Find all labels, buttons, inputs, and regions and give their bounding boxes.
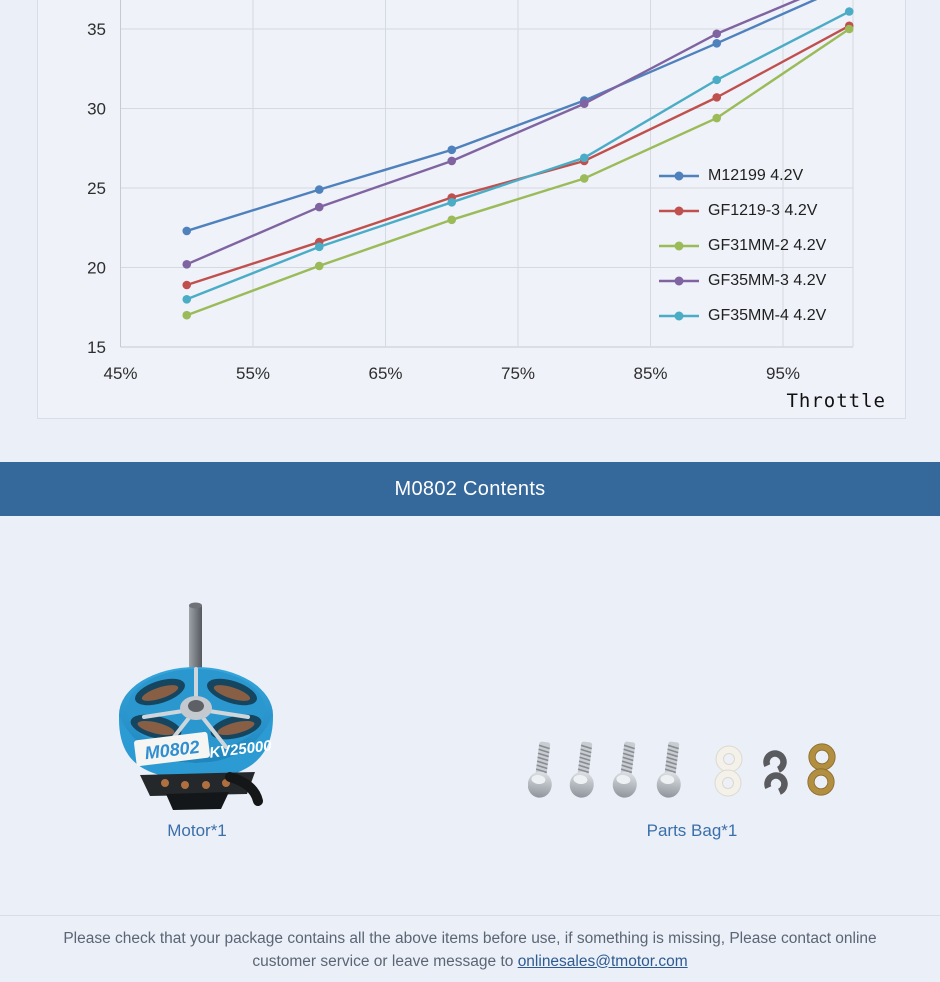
data-point [314, 185, 324, 194]
screws [528, 739, 687, 800]
series-line [186, 10, 850, 301]
y-tick-label: 15 [87, 338, 106, 357]
x-tick-label: 75% [501, 364, 535, 383]
section-banner: M0802 Contents [0, 462, 940, 516]
parts-bag-label: Parts Bag*1 [646, 821, 738, 840]
legend-label: GF35MM-3 4.2V [708, 271, 827, 289]
data-point [182, 280, 192, 290]
section-title: M0802 Contents [394, 477, 546, 500]
data-point [447, 145, 457, 155]
data-point [712, 75, 722, 85]
data-point [314, 261, 324, 271]
legend-swatch-icon [659, 276, 699, 285]
data-point [844, 7, 854, 16]
x-tick-label: 55% [236, 364, 270, 383]
motor-label: Motor*1 [167, 821, 227, 840]
data-point [712, 113, 722, 123]
footer-divider [0, 915, 940, 916]
x-tick-label: 85% [633, 364, 667, 383]
legend-label: M12199 4.2V [708, 166, 804, 184]
footer-line2: customer service or leave message to onl… [0, 951, 940, 974]
y-tick-label: 25 [87, 179, 106, 198]
data-point [314, 242, 324, 252]
legend-swatch-icon [659, 206, 699, 215]
legend-swatch-icon [659, 311, 699, 320]
data-point [314, 202, 324, 212]
data-point [182, 310, 192, 320]
parts-bag-photo [528, 739, 853, 800]
legend-label: GF35MM-4 4.2V [708, 306, 827, 324]
legend-item: GF1219-3 4.2V [658, 193, 826, 228]
data-point [712, 39, 722, 48]
data-point [844, 24, 854, 34]
legend-swatch-icon [659, 241, 699, 250]
motor-sticker: M0802 [134, 731, 210, 767]
data-point [712, 93, 722, 102]
data-point [182, 295, 192, 304]
series-line [186, 28, 850, 317]
legend-label: GF31MM-2 4.2V [708, 236, 827, 254]
x-tick-label: 45% [103, 364, 137, 383]
chart-panel [37, 0, 906, 419]
legend-item: M12199 4.2V [658, 158, 826, 193]
legend-label: GF1219-3 4.2V [708, 201, 818, 219]
brass-washers [808, 744, 835, 795]
data-point [579, 99, 589, 109]
throttle-chart: 15 20 25 30 35 45% 55% 65% 75% 85% 95% Throttle [87, 0, 886, 412]
data-point [712, 29, 722, 39]
series-line [186, 0, 801, 266]
footer-line2-prefix: customer service or leave message to [252, 952, 518, 970]
footer-note: Please check that your package contains … [0, 928, 940, 973]
legend-swatch-icon [659, 171, 699, 180]
email-link[interactable]: onlinesales@tmotor.com [517, 952, 688, 970]
legend-item: GF35MM-4 4.2V [658, 298, 826, 333]
y-tick-label: 30 [87, 100, 106, 119]
data-point [182, 226, 192, 236]
data-point [182, 260, 192, 269]
e-clips [764, 751, 788, 796]
nylon-washers [714, 745, 743, 797]
x-tick-label: 65% [368, 364, 402, 383]
legend-item: GF31MM-2 4.2V [658, 228, 826, 263]
data-point [447, 156, 457, 166]
legend-item: GF35MM-3 4.2V [658, 263, 826, 298]
motor-bell: M0802 KV25000 [119, 667, 273, 780]
chart-legend: M12199 4.2V GF1219-3 4.2V GF31MM-2 4.2V GF3… [658, 158, 826, 333]
motor-base [140, 772, 263, 810]
motor-photo: M0802 KV25000 [119, 602, 273, 810]
x-axis-title: Throttle [786, 390, 886, 412]
data-point [579, 153, 589, 163]
data-point [447, 215, 457, 225]
series-line [186, 0, 818, 233]
y-tick-label: 35 [87, 20, 106, 39]
data-point [579, 174, 589, 183]
x-tick-label: 95% [766, 364, 800, 383]
y-tick-label: 20 [87, 259, 106, 278]
footer-line1: Please check that your package contains … [63, 930, 877, 947]
data-point [447, 198, 457, 207]
